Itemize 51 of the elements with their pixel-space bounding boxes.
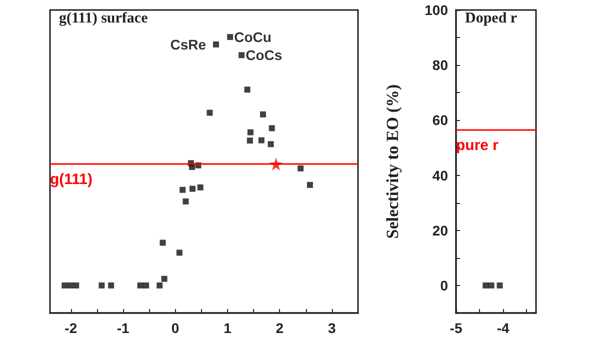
point xyxy=(258,137,264,144)
x-tick-label: 3 xyxy=(328,320,336,336)
y-tick-label: 100 xyxy=(424,2,448,18)
x-tick-label: 1 xyxy=(224,320,232,336)
chart-title: g(111) surface xyxy=(59,10,148,26)
x-tick-label: 2 xyxy=(276,320,284,336)
y-tick-label: 40 xyxy=(432,167,448,184)
point xyxy=(238,52,245,58)
point xyxy=(244,86,250,93)
point xyxy=(73,282,80,288)
point xyxy=(190,186,196,192)
point xyxy=(108,282,114,288)
y-axis-title: Selectivity to EO (%) xyxy=(383,84,402,239)
y-tick-label: 80 xyxy=(432,57,448,74)
y-tick-label: 0 xyxy=(440,277,448,294)
chart-title: Doped r xyxy=(465,10,518,26)
point xyxy=(160,240,166,246)
point xyxy=(246,138,253,144)
y-tick-label: 60 xyxy=(432,112,448,128)
point xyxy=(98,282,105,288)
annotation: CoCs xyxy=(246,47,282,64)
point xyxy=(268,125,275,132)
ref-line-label: pure r xyxy=(456,137,499,154)
point xyxy=(182,198,189,204)
x-tick-label: -2 xyxy=(64,320,78,336)
point xyxy=(227,34,234,40)
point xyxy=(213,41,220,48)
point xyxy=(67,282,74,288)
point xyxy=(206,110,213,116)
point xyxy=(137,282,144,288)
point xyxy=(247,129,254,136)
x-tick-label: -4 xyxy=(496,320,510,336)
x-tick-label: -1 xyxy=(116,320,130,336)
point xyxy=(260,111,266,118)
point xyxy=(62,282,68,288)
point xyxy=(180,186,186,193)
ref-line-label: g(111) xyxy=(50,170,93,188)
point xyxy=(143,282,150,288)
point xyxy=(176,250,182,256)
point xyxy=(197,184,204,190)
annotation: CoCu xyxy=(234,28,272,45)
x-tick-label: -5 xyxy=(450,320,462,336)
point xyxy=(156,282,163,288)
point xyxy=(306,182,313,188)
point xyxy=(161,276,168,282)
point xyxy=(270,157,283,170)
annotation: CsRe xyxy=(170,36,206,52)
x-tick-label: 0 xyxy=(171,320,180,336)
point xyxy=(268,141,274,148)
y-tick-label: 20 xyxy=(432,222,448,238)
point xyxy=(298,165,304,172)
